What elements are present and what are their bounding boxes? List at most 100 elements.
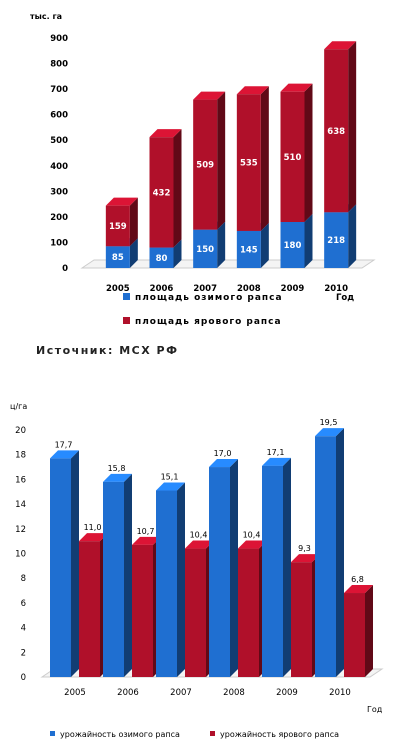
y-tick-label: 500 — [50, 136, 68, 146]
x-tick-label: 2005 — [106, 284, 130, 294]
bar-spring-side — [304, 83, 313, 223]
x-tick-label: 2010 — [324, 284, 348, 294]
bar-winter-yield — [156, 490, 177, 677]
bar-spring-side — [129, 197, 138, 247]
x-tick-label: 2009 — [281, 284, 305, 294]
data-label-winter: 150 — [196, 245, 214, 255]
y-tick-label: 8 — [21, 574, 26, 584]
data-label-winter-yield: 17,7 — [55, 440, 73, 449]
bar-winter-side — [217, 221, 226, 268]
bar-spring-yield — [185, 548, 206, 677]
bar-winter-yield-side — [283, 457, 291, 677]
x-tick-label: 2008 — [223, 688, 245, 698]
bar-winter-yield — [103, 481, 124, 677]
bar-winter-yield-side — [230, 459, 238, 677]
bar-spring-yield — [132, 544, 153, 677]
x-tick-label: 2010 — [329, 688, 351, 698]
bar-winter-yield-top — [50, 450, 79, 459]
data-label-winter: 85 — [112, 253, 124, 263]
y-tick-label: 6 — [21, 599, 26, 609]
data-label-spring: 159 — [109, 222, 127, 232]
legend-label: площадь ярового рапса — [135, 317, 282, 327]
legend-label: урожайность ярового рапса — [220, 730, 339, 739]
y-tick-label: 18 — [15, 451, 26, 461]
data-label-spring: 510 — [284, 153, 302, 163]
bar-winter-yield — [262, 465, 283, 677]
bar-winter-side — [173, 239, 182, 268]
data-label-winter-yield: 15,8 — [108, 464, 126, 473]
bar-winter-yield-top — [156, 482, 185, 491]
bar-winter-yield — [50, 458, 71, 677]
bar-winter-yield-top — [315, 428, 344, 437]
legend-swatch — [123, 293, 130, 300]
x-tick-label: 2008 — [237, 284, 261, 294]
bar-winter-side — [348, 204, 357, 268]
y-tick-label: 4 — [21, 624, 26, 634]
bar-winter-side — [260, 222, 269, 268]
bar-spring-side — [217, 91, 226, 230]
bar-spring-side — [173, 129, 182, 248]
y-axis-label: ц/га — [10, 402, 27, 411]
data-label-spring-yield: 10,4 — [190, 531, 208, 540]
legend-swatch — [123, 317, 130, 324]
bar-winter — [324, 212, 349, 268]
x-tick-label: 2005 — [64, 688, 86, 698]
bar-spring-side — [348, 41, 357, 213]
y-axis-label: тыс. га — [30, 12, 62, 21]
bar-spring-top — [193, 91, 226, 100]
legend-label: площадь озимого рапса — [135, 293, 283, 303]
bar-winter-yield-side — [177, 482, 185, 677]
bar-spring-yield — [238, 548, 259, 677]
y-tick-label: 200 — [50, 213, 68, 223]
bar-spring-top — [105, 197, 138, 206]
y-tick-label: 2 — [21, 648, 26, 658]
data-label-winter-yield: 17,0 — [214, 449, 232, 458]
data-label-winter: 218 — [327, 236, 345, 246]
data-label-winter: 180 — [284, 241, 302, 251]
bar-winter-yield-side — [71, 450, 79, 677]
bar-spring-top — [149, 129, 182, 138]
bar-spring-yield-top — [344, 585, 373, 594]
data-label-spring-yield: 6,8 — [351, 575, 364, 584]
bar-spring — [280, 91, 305, 223]
bar-spring-yield-top — [291, 554, 320, 563]
x-tick-label: 2009 — [276, 688, 298, 698]
y-tick-label: 0 — [62, 264, 68, 274]
bar-spring — [193, 99, 218, 230]
y-tick-label: 0 — [21, 673, 26, 683]
data-label-winter-yield: 15,1 — [161, 473, 179, 482]
data-label-spring: 535 — [240, 159, 258, 169]
data-label-spring: 509 — [196, 161, 214, 171]
data-label-spring: 432 — [153, 188, 171, 198]
data-label-winter-yield: 19,5 — [320, 418, 338, 427]
bar-spring-top — [324, 41, 357, 50]
bar-winter — [105, 246, 130, 268]
bar-winter-yield-side — [124, 473, 132, 677]
bar-spring — [324, 49, 349, 213]
y-tick-label: 16 — [15, 475, 26, 485]
data-label-spring-yield: 10,7 — [137, 527, 155, 536]
bar-spring-side — [260, 86, 269, 231]
bar-winter — [193, 229, 218, 268]
y-tick-label: 100 — [50, 238, 68, 248]
bar-winter-yield — [209, 467, 230, 677]
bar-winter-side — [129, 238, 138, 268]
bar-spring-yield-top — [79, 533, 108, 542]
bar-spring-yield — [79, 541, 100, 677]
bar-winter-yield-top — [209, 459, 238, 468]
legend-label: урожайность озимого рапса — [60, 730, 180, 739]
legend-swatch — [210, 731, 215, 736]
data-label-spring-yield: 10,4 — [243, 531, 261, 540]
x-axis-label: Год — [336, 293, 354, 303]
bar-spring-top — [236, 86, 269, 95]
data-label-spring-yield: 9,3 — [298, 544, 311, 553]
bar-spring — [236, 94, 261, 231]
y-tick-label: 700 — [50, 85, 68, 95]
bar-spring-yield-top — [238, 540, 267, 549]
yield-bar-chart: ц/га 0 2 4 6 8 10 12 14 16 18 20 17,7 11,0 2005 15,8 10,… — [10, 402, 384, 739]
x-tick-label: 2007 — [170, 688, 192, 698]
y-tick-label: 12 — [15, 525, 26, 535]
x-tick-label: 2006 — [117, 688, 139, 698]
bar-winter-side — [304, 214, 313, 268]
data-label-winter: 145 — [240, 245, 258, 255]
